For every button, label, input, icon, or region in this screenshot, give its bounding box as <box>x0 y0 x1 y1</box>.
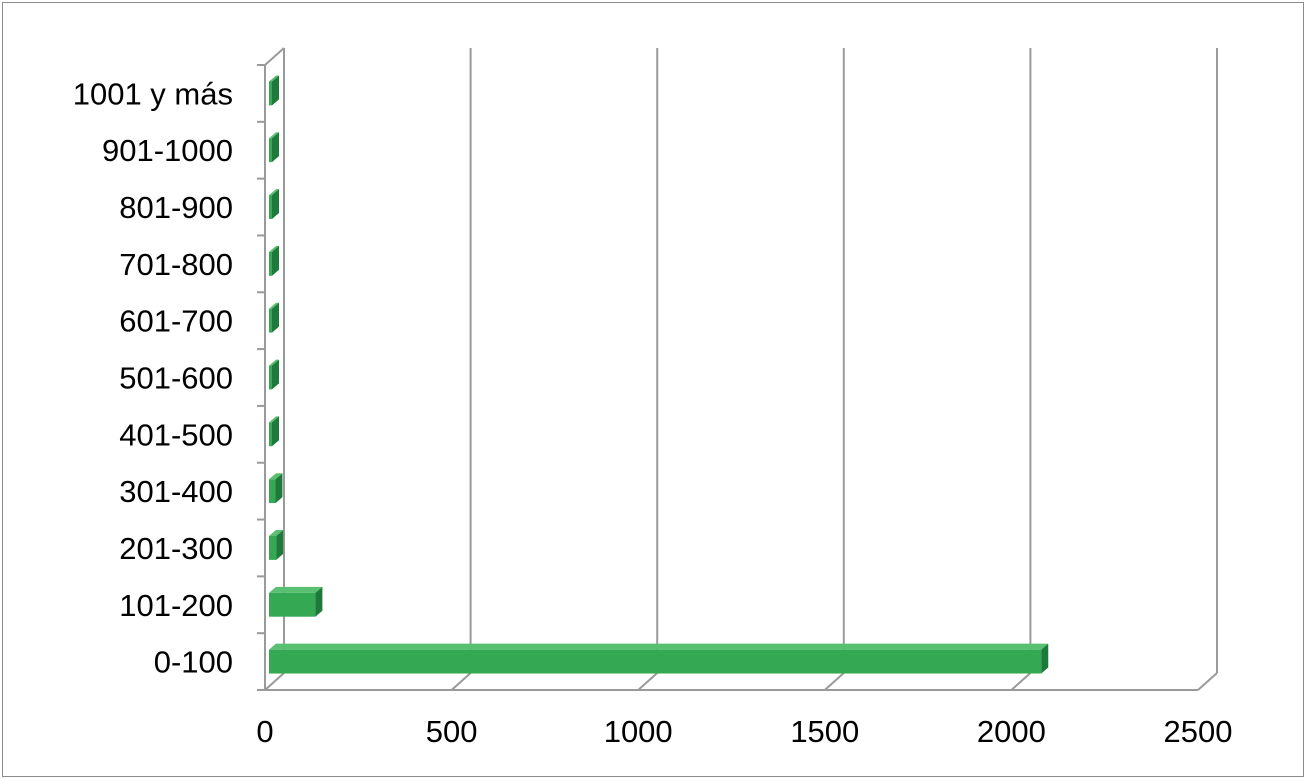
axes <box>257 47 1198 691</box>
floor-gridline <box>1010 672 1032 691</box>
bar-top <box>269 643 1049 650</box>
bar-side <box>272 359 279 390</box>
x-tick-label: 1000 <box>604 714 673 749</box>
x-tick-label: 2000 <box>977 714 1046 749</box>
y-tick-label: 801-900 <box>119 190 233 225</box>
bar-top <box>269 416 279 423</box>
y-tick-label: 301-400 <box>119 474 233 509</box>
bar <box>269 195 272 219</box>
bar <box>269 649 1042 674</box>
y-tick-label: 101-200 <box>119 588 233 623</box>
x-tick-label: 1500 <box>790 714 859 749</box>
bar <box>269 479 276 504</box>
floor-gridline <box>824 672 845 691</box>
y-tick-label: 0-100 <box>154 645 233 680</box>
bar-top <box>269 189 279 196</box>
y-tick-label: 701-800 <box>119 247 233 282</box>
y-tick-label: 601-700 <box>119 304 233 339</box>
bar <box>269 308 272 333</box>
bar-top <box>269 530 284 537</box>
bar-top <box>269 586 323 593</box>
bar <box>269 536 277 560</box>
x-tick-label: 500 <box>426 714 478 749</box>
bar <box>269 592 316 617</box>
y-tick-label: 501-600 <box>119 361 233 396</box>
bar-side <box>272 302 279 333</box>
bar-side <box>272 189 279 219</box>
bar <box>269 81 272 106</box>
bar-side <box>275 473 283 504</box>
bar-top <box>269 359 279 366</box>
bar-top <box>269 132 279 139</box>
y-tick-label: 901-1000 <box>102 133 233 168</box>
floor-gridline <box>264 672 285 691</box>
bar-side <box>315 586 323 617</box>
floor-gridline <box>450 672 472 691</box>
bar <box>269 138 272 163</box>
bar-side <box>272 245 279 276</box>
labels: 0 500 1000 1500 2000 2500 0-100 101-200 201-300 3… <box>73 76 1233 749</box>
bar-top <box>269 473 283 480</box>
floor-gridline <box>1197 672 1218 691</box>
x-tick-label: 2500 <box>1164 714 1233 749</box>
floor-gridline <box>637 672 658 691</box>
y-axis-top-edge <box>264 47 285 66</box>
bar-side <box>272 75 279 106</box>
bar-side <box>272 132 279 163</box>
bar <box>269 422 272 447</box>
bar-side <box>276 530 284 560</box>
bar-top <box>269 302 279 309</box>
gridlines <box>264 48 1218 691</box>
x-tick-label: 0 <box>256 714 273 749</box>
y-tick-label: 1001 y más <box>73 76 233 111</box>
bar-side <box>1041 643 1049 674</box>
bar-top <box>269 245 279 252</box>
y-tick-label: 201-300 <box>119 531 233 566</box>
bars <box>269 75 1049 674</box>
y-tick-label: 401-500 <box>119 417 233 452</box>
bar <box>269 365 272 390</box>
bar <box>269 251 272 276</box>
bar-side <box>272 416 279 447</box>
bar-top <box>269 75 279 82</box>
